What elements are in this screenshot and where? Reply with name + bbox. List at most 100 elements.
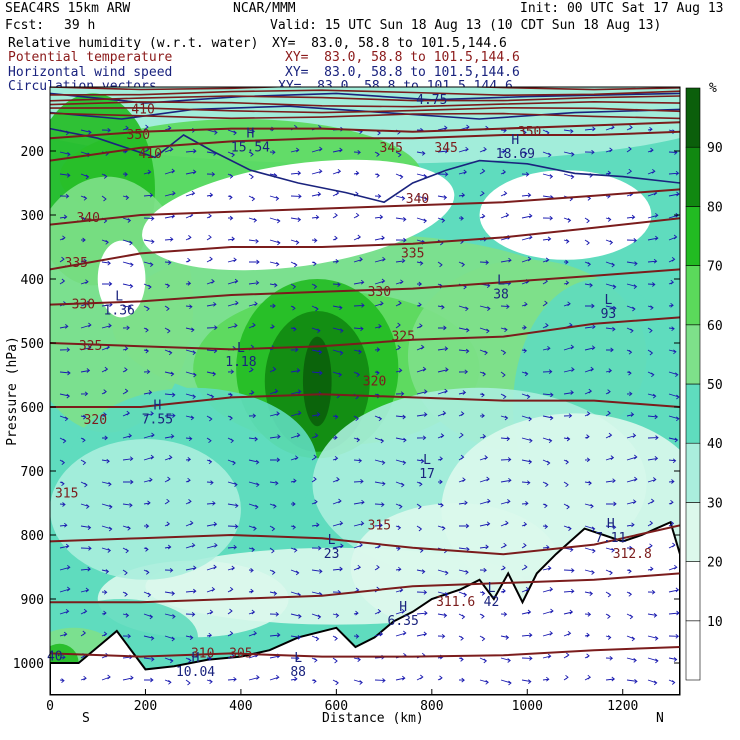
vector-arrow-58 <box>647 147 654 153</box>
vector-arrow-2 <box>101 127 111 133</box>
vector-arrow-236 <box>605 283 617 290</box>
vector-arrow-662 <box>101 610 107 616</box>
vector-arrow-393 <box>122 410 131 417</box>
vector-arrow-75 <box>374 173 380 178</box>
vector-arrow-772 <box>521 679 532 684</box>
theta-label-5: 315 <box>368 518 391 533</box>
vector-arrow-656 <box>605 591 612 598</box>
vector-arrow-127 <box>206 213 212 219</box>
theta-label-8: 325 <box>79 339 102 354</box>
vector-arrow-686 <box>605 613 611 619</box>
vector-arrow-284 <box>353 326 364 332</box>
vector-arrow-109 <box>458 192 466 198</box>
vector-arrow-567 <box>626 522 635 528</box>
vector-arrow-524 <box>353 499 365 505</box>
vector-arrow-316 <box>395 345 402 351</box>
vector-arrow-720 <box>59 654 66 660</box>
vector-arrow-768 <box>437 675 443 681</box>
vector-arrow-583 <box>332 543 344 549</box>
vector-arrow-141 <box>500 212 510 219</box>
vector-arrow-443 <box>542 437 553 444</box>
vector-arrow-259 <box>458 305 469 312</box>
vector-arrow-637 <box>206 586 216 593</box>
vector-arrow-160 <box>269 239 281 246</box>
vector-arrow-665 <box>164 613 176 619</box>
vector-arrow-658 <box>647 589 656 595</box>
vector-arrow-224 <box>353 279 365 285</box>
vector-arrow-664 <box>143 613 154 620</box>
vector-arrow-350 <box>479 371 487 377</box>
vector-arrow-767 <box>416 674 424 681</box>
vector-arrow-769 <box>458 677 465 683</box>
rh-blob-20 <box>50 439 241 580</box>
vector-arrow-535 <box>584 503 594 509</box>
vector-arrow-96 <box>185 190 196 197</box>
vector-arrow-155 <box>164 236 174 242</box>
vector-arrow-108 <box>437 195 448 200</box>
vector-arrow-590 <box>479 544 489 550</box>
rh-dry-upper-right <box>479 170 652 260</box>
vector-arrow-210 <box>59 278 66 285</box>
vector-arrow-694 <box>143 635 155 641</box>
vector-arrow-749 <box>668 657 678 662</box>
vector-arrow-462 <box>311 454 318 461</box>
vector-arrow-564 <box>563 525 572 531</box>
vector-arrow-25 <box>584 126 596 132</box>
vector-arrow-638 <box>227 586 234 593</box>
vector-arrow-734 <box>353 657 361 662</box>
vector-arrow-640 <box>269 591 278 596</box>
extremum-value-0: 1.36 <box>104 304 135 319</box>
vector-arrow-663 <box>122 613 130 618</box>
vector-arrow-441 <box>500 436 511 442</box>
extremum-value-11: 88 <box>290 665 306 680</box>
extremum-kind-10: L <box>488 581 496 596</box>
vector-arrow-746 <box>605 655 614 661</box>
vector-arrow-280 <box>269 324 275 329</box>
vector-arrow-148 <box>647 212 659 219</box>
vector-arrow-415 <box>584 411 591 417</box>
isentrope-upper-0 <box>50 87 680 91</box>
vector-arrow-655 <box>584 591 594 596</box>
colorbar-label-20: 20 <box>707 556 723 571</box>
vector-arrow-607 <box>206 564 217 571</box>
extremum-kind-12: H <box>192 651 200 666</box>
colorbar-swatch-3 <box>685 442 701 503</box>
field-xy-theta: XY= 83.0, 58.8 to 101.5,144.6 <box>285 50 520 65</box>
vector-arrow-396 <box>185 415 195 421</box>
wind-contour-0 <box>50 92 680 104</box>
isentrope-325 <box>50 316 680 351</box>
theta-label-2: 311.6 <box>436 595 475 610</box>
vector-arrow-298 <box>647 327 653 333</box>
vector-arrow-635 <box>164 591 176 596</box>
vector-arrow-188 <box>227 257 237 263</box>
vector-arrow-223 <box>332 282 341 287</box>
vector-arrow-550 <box>269 525 276 532</box>
vector-arrow-68 <box>227 173 234 179</box>
vector-arrow-419 <box>668 415 680 422</box>
vector-arrow-597 <box>626 545 633 551</box>
vector-arrow-52 <box>521 151 528 156</box>
vector-arrow-432 <box>311 433 319 439</box>
vector-arrow-577 <box>206 542 218 549</box>
vector-arrow-318 <box>437 346 449 351</box>
vector-arrow-455 <box>164 455 173 461</box>
vector-arrow-47 <box>416 151 426 156</box>
terrain <box>50 520 680 695</box>
vector-arrow-533 <box>542 503 548 509</box>
vector-arrow-261 <box>500 304 510 309</box>
vector-arrow-398 <box>227 415 233 421</box>
vector-arrow-596 <box>605 547 615 553</box>
vector-arrow-281 <box>290 326 297 332</box>
vector-arrow-676 <box>395 608 406 615</box>
vector-arrow-369 <box>248 390 255 395</box>
vector-arrow-435 <box>374 437 385 444</box>
vector-arrow-528 <box>437 502 444 508</box>
vector-arrow-490 <box>269 480 279 486</box>
vector-arrow-383 <box>542 392 554 398</box>
vector-arrow-755 <box>164 679 172 685</box>
vector-arrow-208 <box>647 258 658 264</box>
vector-arrow-199 <box>458 261 466 267</box>
vector-arrow-212 <box>101 281 113 287</box>
colorbar-swatch-2 <box>685 502 701 562</box>
